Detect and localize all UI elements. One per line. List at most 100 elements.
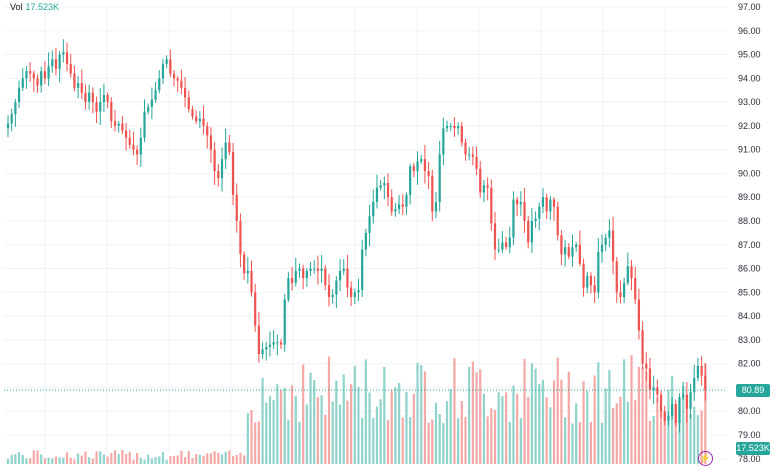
candle-body (685, 394, 688, 409)
volume-bar (645, 371, 648, 464)
volume-bar (36, 450, 39, 464)
volume-bar (99, 451, 102, 464)
volume-bar (136, 453, 139, 464)
volume-bar (663, 413, 666, 464)
volume-bar (397, 382, 401, 464)
candle-body (696, 366, 700, 378)
y-tick-label: 78.00 (738, 454, 761, 464)
y-tick-label: 97.00 (738, 2, 761, 12)
candle-body (43, 71, 47, 79)
candle-body (84, 92, 87, 103)
volume-bar (608, 370, 611, 464)
volume-bar (261, 377, 264, 464)
volume-bar (76, 453, 80, 464)
volume-bar (493, 409, 497, 464)
volume-bar (611, 407, 615, 464)
volume-bar (368, 392, 371, 464)
candle-body (493, 223, 497, 250)
volume-bar (73, 459, 76, 464)
candle-body (136, 149, 139, 155)
volume-bar (161, 452, 165, 464)
volume-bar (512, 385, 515, 464)
candle-body (350, 287, 353, 298)
candle-body (641, 330, 644, 364)
volume-bar (313, 380, 316, 464)
volume-bar (508, 421, 511, 464)
volume-bar (427, 422, 430, 464)
candle-body (165, 59, 168, 65)
candle-body (357, 289, 360, 293)
volume-bar (405, 391, 408, 464)
candle-body (10, 113, 13, 124)
volume-bar (239, 452, 242, 464)
volume-bar (464, 416, 467, 464)
candle-body (206, 125, 209, 136)
volume-bar (10, 454, 13, 464)
candle-body (412, 166, 415, 172)
volume-bar (143, 459, 146, 464)
candle-body (600, 244, 604, 252)
candle-body (552, 199, 556, 207)
candle-body (379, 185, 382, 188)
volume-bar (445, 401, 449, 464)
volume-bar (678, 401, 681, 464)
candle-body (416, 161, 419, 172)
last-price-tag: 80.89 (736, 383, 770, 397)
volume-bar (327, 356, 331, 464)
candle-body (626, 266, 629, 283)
candle-body (468, 154, 471, 156)
candle-body (150, 99, 153, 107)
volume-bar (183, 457, 187, 464)
volume-bar (165, 459, 168, 464)
candle-body (268, 344, 272, 348)
volume-bar (416, 362, 419, 464)
volume-bar (700, 410, 703, 464)
candle-body (678, 396, 681, 424)
volume-bar (54, 456, 58, 464)
volume-bar (600, 422, 604, 464)
candle-body (17, 87, 21, 103)
volume-bar (268, 396, 272, 464)
candle-body (139, 137, 142, 155)
candle-body (486, 185, 489, 188)
volume-bar (209, 453, 213, 464)
candle-body (667, 415, 670, 421)
candle-body (257, 325, 260, 355)
price-axis: 97.00 96.00 95.00 94.00 93.00 92.00 91.00 90.00… (4, 2, 761, 464)
candle-body (663, 411, 666, 421)
volume-bar (457, 418, 460, 464)
candle-body (25, 71, 28, 79)
volume-bar (597, 362, 600, 464)
candle-body (512, 199, 515, 238)
candle-body (121, 123, 124, 131)
candle-body (523, 201, 526, 221)
candle-body (386, 182, 390, 198)
volume-bar (228, 450, 231, 464)
candle-body (604, 237, 607, 245)
candle-body (102, 94, 106, 103)
volume-bar (243, 455, 246, 464)
candle-body (401, 204, 404, 207)
volume-bar (538, 383, 541, 464)
volume-bar (619, 396, 622, 464)
volume-bar (121, 450, 124, 464)
candle-body (420, 159, 423, 162)
volume-bar (530, 363, 534, 464)
lightning-icon[interactable]: ⚡ (698, 451, 713, 466)
candle-body (623, 282, 626, 298)
volume-bar (324, 414, 327, 464)
candle-body (228, 142, 231, 153)
candle-body (143, 111, 146, 138)
candle-body (213, 149, 216, 172)
y-tick-label: 79.00 (738, 430, 761, 440)
volume-bar (250, 409, 253, 464)
volume-bar (479, 369, 482, 464)
volume-bar (501, 396, 504, 464)
candle-body (615, 261, 618, 293)
candle-body (527, 220, 530, 243)
volume-bar (523, 358, 526, 464)
volume-bar (674, 412, 677, 464)
candle-body (482, 185, 486, 193)
volume-bar (615, 403, 618, 464)
candle-body (364, 232, 367, 250)
